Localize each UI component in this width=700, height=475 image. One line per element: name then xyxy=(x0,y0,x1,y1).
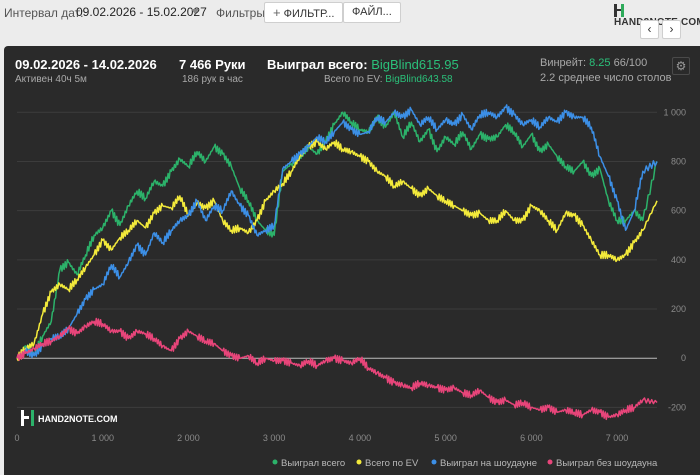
series-line-3 xyxy=(16,317,658,421)
legend-item-label[interactable]: Выиграл всего xyxy=(281,458,345,469)
y-tick-label: 200 xyxy=(671,304,686,314)
date-range: 09.02.2026 - 14.02.2026 xyxy=(15,57,157,72)
x-tick-label: 4 000 xyxy=(349,433,372,443)
ev-total-value: BigBlind643.58 xyxy=(385,74,453,85)
winrate-value: 8.25 xyxy=(589,57,611,69)
legend: Выиграл всего Всего по EV Выиграл на шоуда… xyxy=(272,458,658,469)
legend-item-label[interactable]: Выиграл без шоудауна xyxy=(556,458,658,469)
file-button-label: ФАЙЛ... xyxy=(352,6,392,18)
x-axis: 0 1 000 2 000 3 000 4 000 5 000 6 000 7 000 xyxy=(14,433,628,443)
y-tick-label: 0 xyxy=(681,353,686,363)
gear-icon[interactable]: ⚙ xyxy=(672,57,690,75)
chart-grid xyxy=(17,111,657,408)
won-total: Выиграл всего: BigBlind615.95 xyxy=(267,57,459,72)
y-tick-label: -200 xyxy=(668,402,686,412)
watermark-mark-bar xyxy=(24,416,29,419)
watermark-mark-icon xyxy=(21,410,24,426)
winrate-label: Винрейт: xyxy=(540,57,587,69)
x-tick-label: 7 000 xyxy=(606,433,629,443)
x-tick-label: 6 000 xyxy=(520,433,543,443)
y-tick-label: 1 000 xyxy=(663,107,686,117)
legend-item-label[interactable]: Всего по EV xyxy=(365,458,419,469)
x-tick-label: 5 000 xyxy=(434,433,457,443)
logo-mark-icon xyxy=(614,4,624,17)
won-total-label: Выиграл всего: xyxy=(267,57,368,72)
chart-series xyxy=(16,104,658,421)
y-tick-label: 600 xyxy=(671,206,686,216)
y-tick-label: 800 xyxy=(671,156,686,166)
y-axis: -200 0 200 400 600 800 1 000 xyxy=(663,107,686,412)
watermark-mark-accent xyxy=(31,410,34,426)
filter-button-label: ФИЛЬТР... xyxy=(283,8,335,20)
legend-item-label[interactable]: Выиграл на шоудауне xyxy=(440,458,537,469)
file-button[interactable]: ФАЙЛ... xyxy=(343,2,401,23)
filter-button[interactable]: + ФИЛЬТР... xyxy=(264,2,344,23)
x-tick-label: 1 000 xyxy=(91,433,114,443)
series-line-2 xyxy=(16,104,658,359)
hands-count: 7 466 Руки xyxy=(179,57,246,72)
series-line-0 xyxy=(16,111,658,359)
ev-total-label: Всего по EV: xyxy=(324,74,383,85)
winrate: Винрейт: 8.25 66/100 xyxy=(540,57,647,69)
back-button[interactable]: ‹ xyxy=(640,20,659,39)
chevron-right-icon: › xyxy=(669,22,674,36)
legend-swatch xyxy=(356,459,362,465)
y-tick-label: 400 xyxy=(671,255,686,265)
watermark: HAND2NOTE.COM xyxy=(21,410,118,426)
x-tick-label: 3 000 xyxy=(263,433,286,443)
x-tick-label: 2 000 xyxy=(177,433,200,443)
plus-icon: + xyxy=(273,5,281,20)
avg-tables: 2.2 среднее число столов xyxy=(540,72,672,84)
forward-button[interactable]: › xyxy=(662,20,681,39)
filters-label: Фильтры: xyxy=(216,6,269,20)
active-time: Активен 40ч 5м xyxy=(15,74,87,85)
won-total-value: BigBlind615.95 xyxy=(371,57,459,72)
chevron-down-icon[interactable] xyxy=(191,9,199,14)
legend-swatch xyxy=(272,459,278,465)
ev-total: Всего по EV: BigBlind643.58 xyxy=(324,74,453,85)
series-line-1 xyxy=(16,138,658,362)
legend-swatch xyxy=(431,459,437,465)
watermark-text: HAND2NOTE.COM xyxy=(38,414,118,424)
chevron-left-icon: ‹ xyxy=(647,22,652,36)
legend-swatch xyxy=(547,459,553,465)
top-toolbar: Интервал дат: 09.02.2026 - 15.02.2027 Фи… xyxy=(0,0,700,44)
hands-per-hour: 186 рук в час xyxy=(182,74,243,85)
date-interval-picker[interactable]: 09.02.2026 - 15.02.2027 xyxy=(76,5,207,19)
x-tick-label: 0 xyxy=(14,433,19,443)
interval-label: Интервал дат: xyxy=(4,6,84,20)
winrate-unit: 66/100 xyxy=(613,57,648,69)
